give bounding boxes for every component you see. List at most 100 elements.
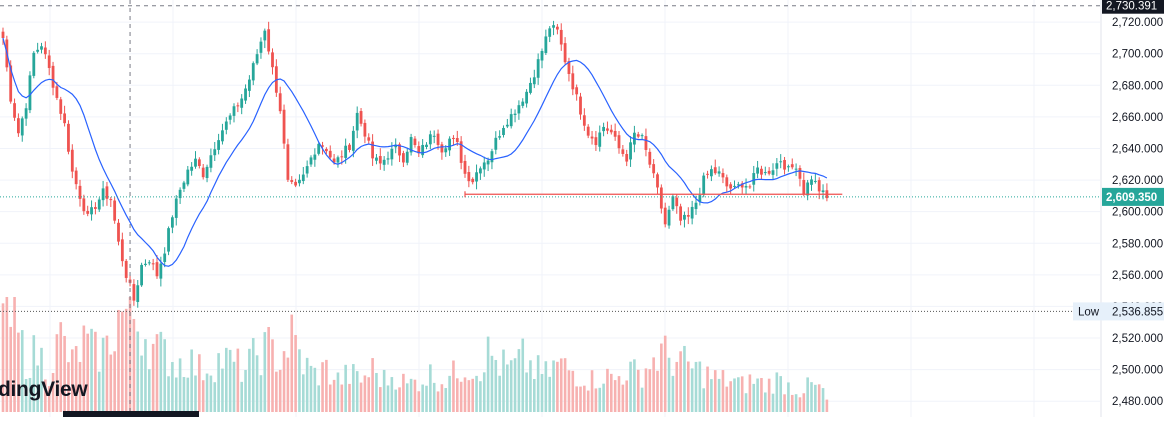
volume-bar [567, 370, 571, 412]
volume-bar [656, 370, 659, 412]
volume-bar [186, 377, 190, 412]
candle-body [517, 105, 521, 114]
volume-bar [271, 339, 274, 412]
volume-bar [190, 349, 193, 412]
candle-body [132, 284, 136, 301]
candle-body [190, 166, 194, 171]
ma-line [2, 37, 828, 267]
candle-body [390, 148, 394, 160]
volume-bar [744, 393, 748, 412]
volume-bar [209, 375, 213, 412]
candle-body [271, 52, 274, 68]
candle-body [248, 79, 251, 91]
candle-body [690, 206, 694, 219]
candle-body [78, 185, 82, 199]
volume-bar [436, 391, 440, 412]
candle-body [706, 173, 709, 175]
volume-bar [683, 345, 686, 412]
candle-body [479, 168, 482, 174]
candles[interactable] [1, 20, 829, 308]
candle-body [163, 253, 167, 262]
volume-bar [379, 387, 382, 412]
candle-body [675, 197, 679, 207]
volume-bar [251, 338, 255, 412]
volume-bar [36, 365, 39, 412]
candle-body [821, 190, 825, 193]
candle-body [24, 108, 28, 119]
volume-bar [413, 379, 417, 412]
candle-body [436, 133, 440, 145]
candle-body [594, 137, 598, 146]
volume-bar [702, 388, 705, 412]
volume-bar [155, 334, 159, 412]
crosshair-price-badge [1102, 0, 1164, 14]
candle-body [540, 51, 544, 61]
volume-bar [394, 389, 397, 412]
candle-body [70, 149, 74, 172]
volume-bar [325, 359, 328, 412]
volume-bar [594, 388, 598, 412]
volume-bar [20, 330, 24, 412]
candle-body [40, 46, 43, 50]
volume-bar [802, 393, 806, 412]
volume-bar [533, 378, 536, 412]
volume-bars [1, 297, 829, 412]
volume-bar [525, 372, 528, 412]
candle-body [67, 123, 70, 152]
volume-bar [506, 364, 509, 412]
candle-body [775, 163, 779, 169]
volume-bar [317, 385, 320, 412]
volume-bar [221, 368, 224, 412]
volume-bar [359, 382, 363, 412]
candle-body [151, 263, 155, 265]
candle-body [221, 130, 224, 142]
candle-body [120, 239, 124, 262]
candle-body [659, 187, 663, 209]
volume-bar [228, 349, 232, 412]
price-axis[interactable]: 2,720.000 2,700.000 2,680.000 2,660.000 2,64… [1073, 0, 1164, 417]
volume-bar [444, 388, 448, 412]
candle-body [652, 164, 656, 174]
candle-body [36, 49, 40, 52]
volume-bar [194, 375, 197, 412]
volume-bar [425, 385, 428, 412]
volume-bar [606, 368, 609, 412]
volume-bar [47, 386, 51, 412]
candle-body [609, 129, 613, 133]
volume-bar [798, 397, 802, 412]
volume-bar [255, 355, 259, 412]
candle-body [686, 215, 690, 217]
candle-body [236, 105, 240, 107]
volume-bar [51, 373, 55, 412]
volume-bar [174, 377, 178, 412]
low-marker-name-badge [1073, 302, 1104, 321]
volume-bar [248, 348, 251, 412]
candle-body [405, 151, 409, 163]
tradingview-watermark[interactable]: dingView [0, 378, 88, 401]
volume-bar [502, 349, 505, 412]
volume-bar [459, 381, 463, 412]
candle-body [579, 96, 582, 115]
candle-body [586, 126, 590, 136]
candle-body [20, 118, 24, 136]
candle-body [328, 150, 332, 158]
candle-body [13, 103, 16, 118]
candle-body [544, 36, 548, 53]
volume-bar [105, 335, 109, 412]
crosshair-price-label: 2,730.391 [1106, 1, 1157, 13]
volume-bar [610, 373, 613, 412]
low-price-label: 2,536.855 [1112, 306, 1163, 318]
candle-body [86, 210, 90, 214]
candle-body [178, 189, 182, 199]
volume-bar [721, 370, 725, 412]
volume-bar [336, 372, 340, 412]
candle-body [298, 179, 301, 184]
volume-bar [240, 381, 243, 412]
volume-bar [602, 383, 605, 412]
candle-body [97, 199, 101, 210]
candle-body [301, 174, 305, 182]
candle-body [779, 161, 783, 163]
low-price-badge [1102, 302, 1164, 321]
